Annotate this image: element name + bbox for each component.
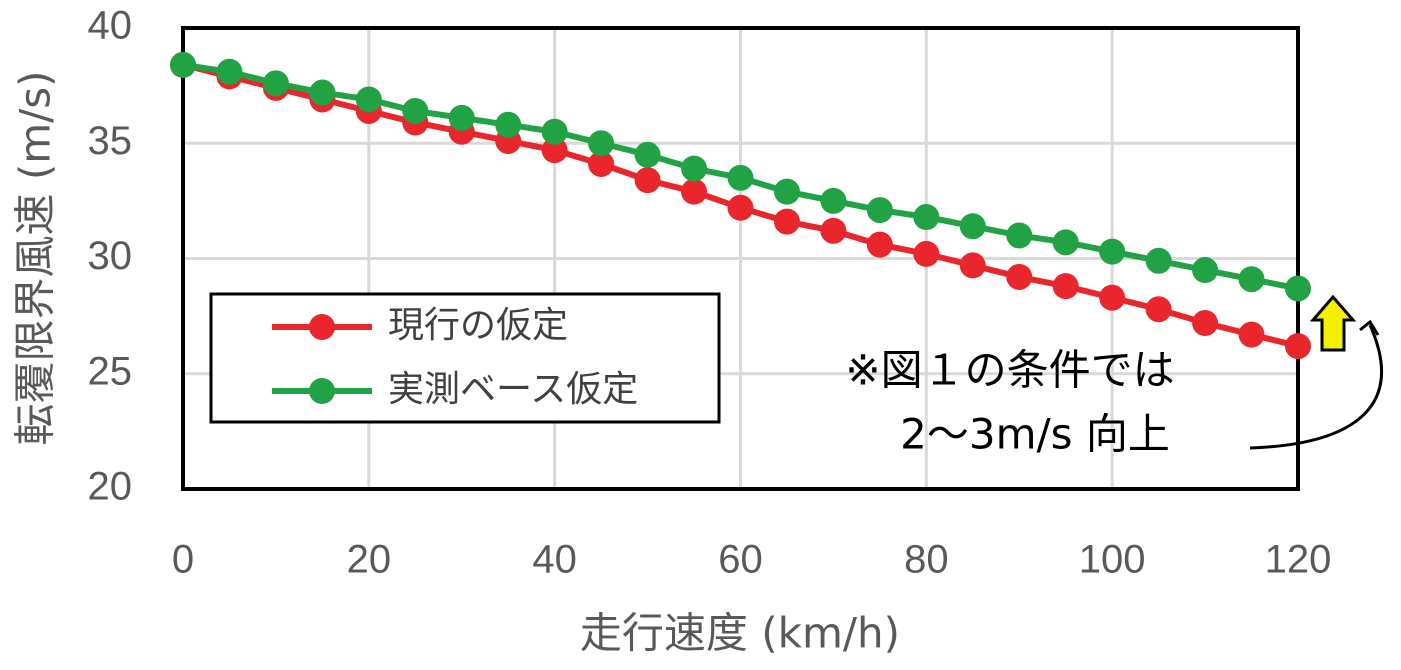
data-point (262, 70, 289, 97)
annotation: 2～3m/s 向上 (900, 410, 1170, 459)
data-point (541, 137, 568, 164)
legend-marker (309, 314, 335, 340)
x-tick-label: 40 (532, 538, 577, 582)
data-point (773, 208, 800, 235)
data-point (1006, 263, 1033, 290)
data-point (1238, 321, 1265, 348)
data-point (1285, 333, 1311, 360)
data-point (1285, 275, 1311, 302)
data-point (588, 130, 615, 157)
data-point (170, 51, 196, 78)
y-tick-label: 30 (88, 234, 133, 278)
arrow-head (1359, 319, 1380, 336)
data-point (1238, 266, 1265, 293)
data-point (309, 79, 336, 106)
annotation: ※図１の条件では (845, 346, 1174, 395)
x-tick-label: 80 (904, 538, 949, 582)
data-point (1052, 273, 1079, 300)
data-point (1145, 296, 1172, 323)
data-point (495, 111, 522, 138)
x-tick-label: 0 (172, 538, 194, 582)
y-tick-label: 35 (88, 119, 133, 163)
legend-marker (309, 378, 335, 404)
x-tick-label: 60 (718, 538, 763, 582)
plot-frame (181, 26, 1300, 491)
curved-arrow (1249, 324, 1383, 450)
data-point (1052, 229, 1079, 256)
data-point (1099, 238, 1126, 265)
y-tick-label: 40 (88, 4, 133, 48)
data-point (634, 167, 661, 194)
data-point (1192, 257, 1219, 284)
data-point (727, 194, 754, 221)
up-arrow (1309, 294, 1357, 352)
series-group (170, 51, 1311, 360)
legend-label: 実測ベース仮定 (388, 369, 638, 410)
y-tick-label: 20 (88, 465, 133, 509)
data-point (448, 104, 475, 131)
legend-box (209, 292, 721, 424)
y-tick-label: 25 (88, 349, 133, 393)
data-point (541, 118, 568, 145)
data-point (727, 164, 754, 191)
data-point (1145, 247, 1172, 274)
data-point (820, 217, 847, 244)
data-point (820, 187, 847, 214)
data-point (1006, 222, 1033, 249)
data-point (913, 204, 940, 231)
x-tick-label: 100 (1079, 538, 1146, 582)
y-axis-label: 転覆限界風速 (m/s) (11, 70, 60, 445)
x-tick-label: 20 (347, 538, 392, 582)
x-tick-label: 120 (1265, 538, 1332, 582)
data-point (216, 58, 243, 85)
data-point (913, 240, 940, 267)
legend-label: 現行の仮定 (388, 305, 568, 346)
data-point (866, 231, 893, 258)
data-point (634, 141, 661, 168)
data-point (588, 150, 615, 177)
data-point (402, 97, 429, 124)
data-point (959, 213, 986, 240)
data-point (355, 86, 382, 113)
data-point (681, 155, 708, 182)
data-point (1099, 284, 1126, 311)
data-point (1192, 310, 1219, 337)
data-point (959, 252, 986, 279)
data-point (773, 178, 800, 205)
data-point (681, 178, 708, 205)
x-axis-label: 走行速度 (km/h) (580, 609, 900, 658)
data-point (866, 197, 893, 224)
